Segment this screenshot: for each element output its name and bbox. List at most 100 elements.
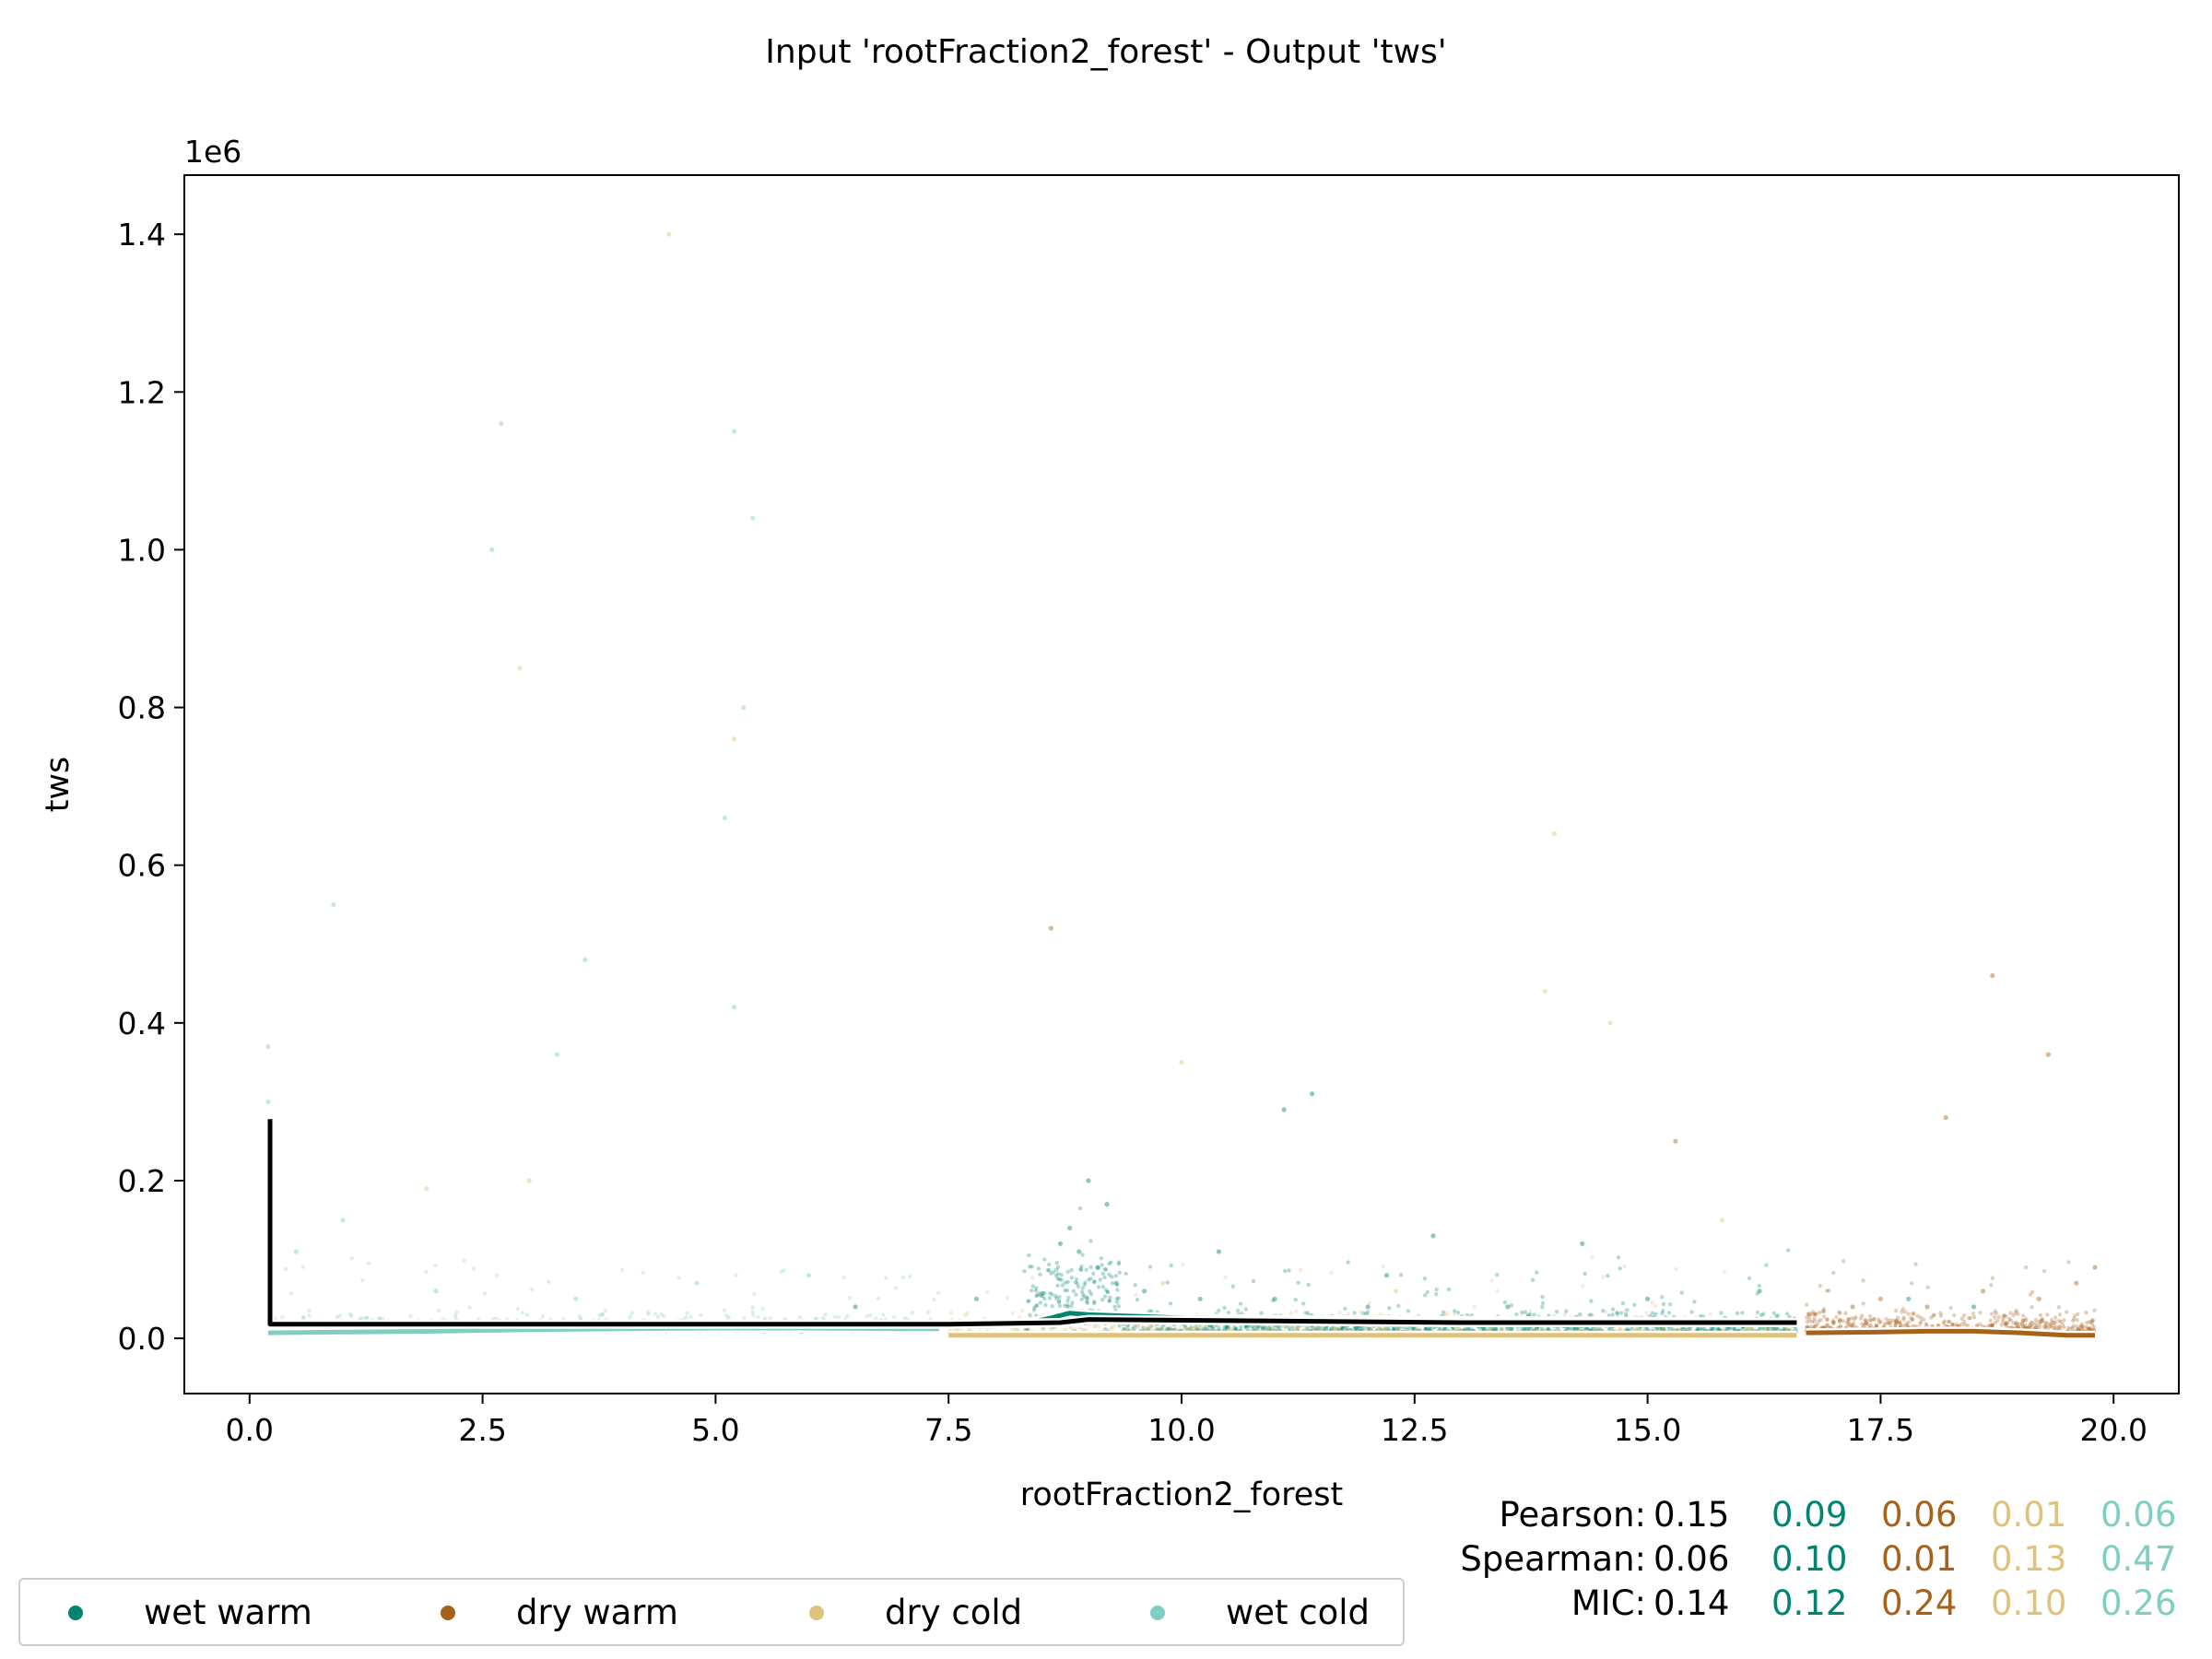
- scatter-point: [1050, 1292, 1054, 1297]
- scatter-point: [1771, 1311, 1776, 1316]
- scatter-point: [1028, 1265, 1032, 1269]
- scatter-point: [1843, 1311, 1848, 1316]
- scatter-point: [936, 1290, 941, 1296]
- scatter-point: [868, 1312, 873, 1318]
- scatter-point: [1482, 1327, 1487, 1332]
- stat-row-label: Spearman:: [1460, 1539, 1646, 1579]
- scatter-point: [2076, 1326, 2080, 1332]
- scatter-point: [1222, 1324, 1227, 1330]
- scatter-point: [1591, 1325, 1596, 1331]
- scatter-point: [1184, 1326, 1189, 1332]
- scatter-point: [1952, 1312, 1957, 1318]
- scatter-point: [1124, 1326, 1129, 1332]
- scatter-point: [2028, 1292, 2033, 1297]
- scatter-point: [2030, 1321, 2035, 1325]
- scatter-point: [1423, 1327, 1428, 1332]
- scatter-point: [1356, 1325, 1361, 1330]
- scatter-point: [1077, 1249, 1082, 1254]
- scatter-point: [1329, 1326, 1335, 1331]
- scatter-point: [1030, 1284, 1036, 1288]
- scatter-point: [1457, 1327, 1462, 1332]
- scatter-point: [797, 1315, 803, 1320]
- scatter-point: [1411, 1326, 1417, 1331]
- scatter-point: [1912, 1312, 1916, 1316]
- scatter-point: [1216, 1249, 1221, 1254]
- scatter-point: [1217, 1325, 1221, 1330]
- scatter-point: [1116, 1262, 1122, 1266]
- scatter-point: [1305, 1325, 1310, 1330]
- scatter-point: [1316, 1325, 1322, 1331]
- scatter-point: [1344, 1325, 1349, 1331]
- scatter-point: [620, 1267, 625, 1273]
- scatter-point: [1342, 1326, 1347, 1331]
- scatter-point: [1057, 1295, 1062, 1300]
- scatter-point: [1243, 1307, 1249, 1312]
- scatter-point: [1583, 1271, 1587, 1277]
- scatter-point: [1189, 1324, 1194, 1330]
- scatter-point: [1594, 1326, 1599, 1332]
- legend-label: wet warm: [144, 1593, 312, 1632]
- scatter-point: [2053, 1320, 2058, 1324]
- scatter-point: [1225, 1324, 1230, 1330]
- scatter-point: [2092, 1265, 2098, 1270]
- scatter-point: [853, 1304, 858, 1310]
- scatter-point: [1583, 1326, 1588, 1331]
- scatter-point: [1293, 1298, 1298, 1302]
- scatter-point: [1623, 1309, 1628, 1314]
- scatter-point: [1909, 1315, 1913, 1321]
- scatter-point: [1633, 1326, 1639, 1331]
- scatter-point: [1046, 1262, 1052, 1267]
- scatter-point: [932, 1298, 936, 1302]
- scatter-point: [1434, 1287, 1439, 1292]
- scatter-point: [1502, 1300, 1508, 1305]
- scatter-point: [1893, 1323, 1898, 1328]
- scatter-point: [1990, 1323, 1994, 1327]
- scatter-point: [2056, 1305, 2061, 1310]
- scatter-point: [1012, 1327, 1017, 1332]
- scatter-point: [2014, 1321, 2018, 1325]
- scatter-point: [1774, 1314, 1779, 1319]
- scatter-point: [1805, 1320, 1810, 1324]
- scatter-point: [1452, 1312, 1456, 1316]
- scatter-point: [1692, 1300, 1697, 1304]
- scatter-point: [1571, 1326, 1577, 1332]
- scatter-point: [1875, 1324, 1879, 1329]
- scatter-point: [1532, 1326, 1537, 1332]
- scatter-point: [1807, 1313, 1812, 1319]
- scatter-point: [1841, 1259, 1846, 1264]
- scatter-point: [1266, 1325, 1272, 1330]
- legend-marker: [809, 1606, 824, 1620]
- scatter-point: [1495, 1273, 1500, 1277]
- scatter-point: [1520, 1310, 1524, 1315]
- scatter-point: [892, 1314, 897, 1320]
- scatter-point: [1063, 1288, 1067, 1293]
- scatter-point: [1877, 1320, 1882, 1325]
- scatter-point: [1051, 1270, 1056, 1275]
- scatter-point: [1099, 1256, 1104, 1261]
- scatter-point: [1715, 1326, 1721, 1331]
- scatter-point: [1169, 1326, 1173, 1332]
- stat-value: 0.13: [1991, 1539, 2066, 1579]
- scatter-point: [1942, 1319, 1947, 1324]
- scatter-point: [1276, 1324, 1280, 1330]
- scatter-point: [2040, 1318, 2044, 1323]
- scatter-point: [1245, 1325, 1251, 1330]
- stat-value: 0.01: [1881, 1539, 1957, 1579]
- scatter-point: [1343, 1306, 1347, 1312]
- scatter-point: [467, 1305, 472, 1310]
- scatter-point: [1356, 1325, 1361, 1330]
- legend-items: wet warm dry warm dry cold wet cold: [68, 1593, 1370, 1632]
- scatter-point: [1806, 1312, 1811, 1316]
- scatter-point: [1293, 1309, 1299, 1314]
- scatter-point: [1901, 1317, 1906, 1322]
- scatter-point: [360, 1277, 365, 1283]
- scatter-point: [1085, 1295, 1089, 1300]
- scatter-point: [1114, 1297, 1119, 1301]
- scatter-point: [1747, 1326, 1751, 1331]
- scatter-point: [742, 1315, 747, 1321]
- scatter-point: [2085, 1320, 2089, 1325]
- scatter-point: [1148, 1327, 1154, 1332]
- scatter-point: [1606, 1274, 1610, 1278]
- scatter-point: [1812, 1319, 1817, 1324]
- scatter-point: [1625, 1326, 1630, 1331]
